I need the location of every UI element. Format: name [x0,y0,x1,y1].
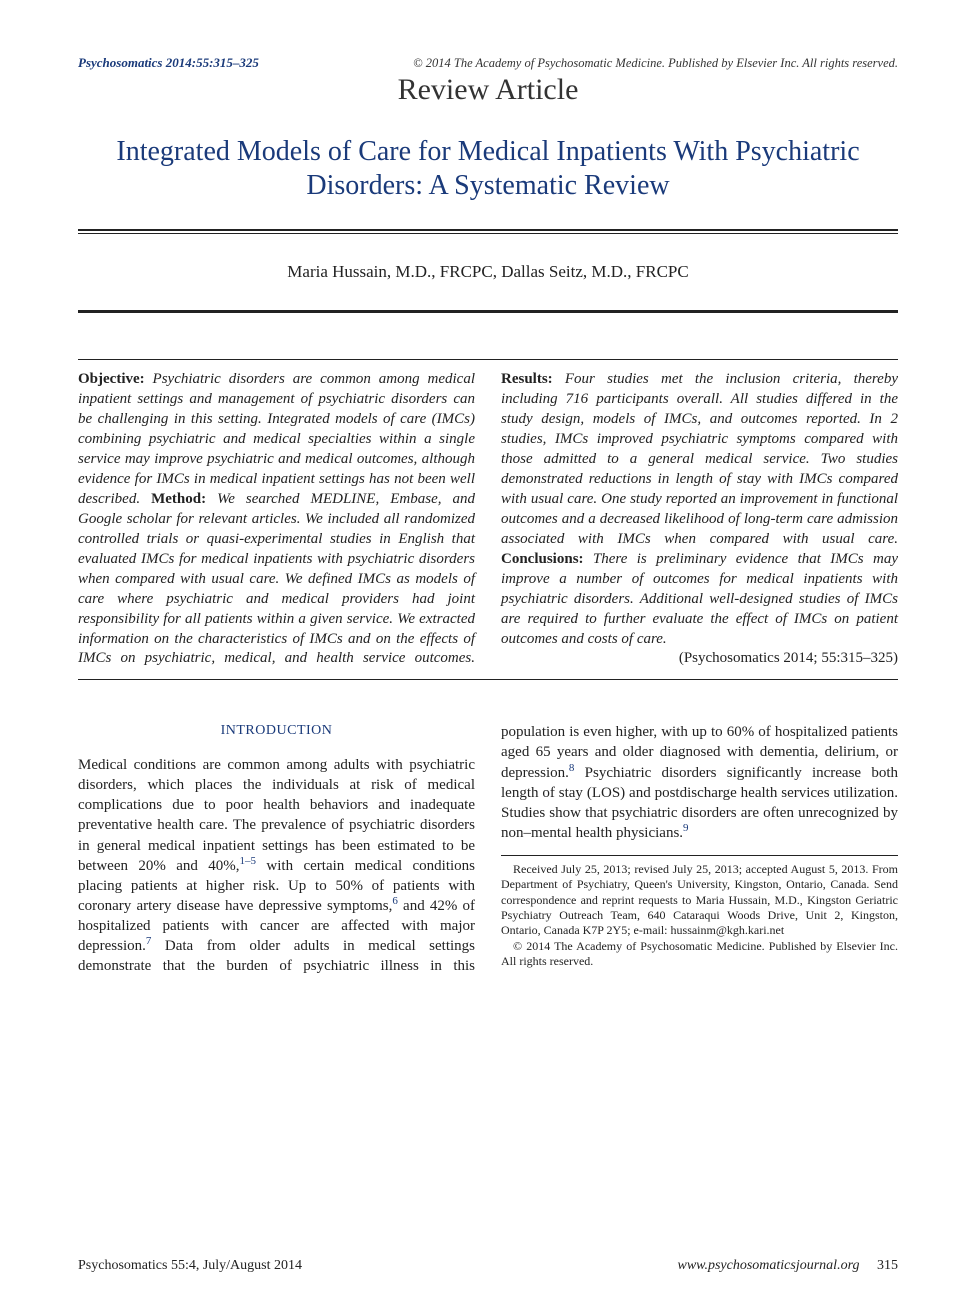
body-columns: INTRODUCTION Medical conditions are comm… [78,722,898,976]
abstract-label-conclusions: Conclusions: [501,551,584,567]
abstract-label-method: Method: [151,491,206,507]
copyright-line-top: © 2014 The Academy of Psychosomatic Medi… [413,56,898,71]
article-type: Review Article [78,73,898,107]
citation-ref[interactable]: 1–5 [240,855,257,867]
divider-thick [78,311,898,313]
abstract-results: Four studies met the inclusion criteria,… [501,371,898,547]
abstract-label-results: Results: [501,371,553,387]
abstract-method: We searched MEDLINE, Embase, and Google … [78,491,475,667]
author-list: Maria Hussain, M.D., FRCPC, Dallas Seitz… [78,262,898,282]
footnote-block: Received July 25, 2013; revised July 25,… [501,855,898,970]
section-heading-introduction: INTRODUCTION [78,722,475,741]
article-title: Integrated Models of Care for Medical In… [88,135,888,203]
page-footer: Psychosomatics 55:4, July/August 2014 ww… [78,1258,898,1274]
abstract-citation: (Psychosomatics 2014; 55:315–325) [501,649,898,669]
abstract-label-objective: Objective: [78,371,145,387]
footer-url[interactable]: www.psychosomaticsjournal.org [677,1258,859,1273]
divider-thin [78,233,898,234]
journal-reference: Psychosomatics 2014:55:315–325 [78,55,259,71]
abstract-block: Objective: Psychiatric disorders are com… [78,359,898,680]
divider-thick [78,229,898,231]
header-row: Psychosomatics 2014:55:315–325 © 2014 Th… [78,55,898,71]
body-text: Medical conditions are common among adul… [78,757,475,873]
citation-ref[interactable]: 9 [683,822,689,834]
footnote-received: Received July 25, 2013; revised July 25,… [501,862,898,939]
footer-page-number: 315 [877,1258,898,1273]
footer-issue: Psychosomatics 55:4, July/August 2014 [78,1258,302,1274]
abstract-objective: Psychiatric disorders are common among m… [78,371,475,507]
footnote-copyright: © 2014 The Academy of Psychosomatic Medi… [501,939,898,970]
